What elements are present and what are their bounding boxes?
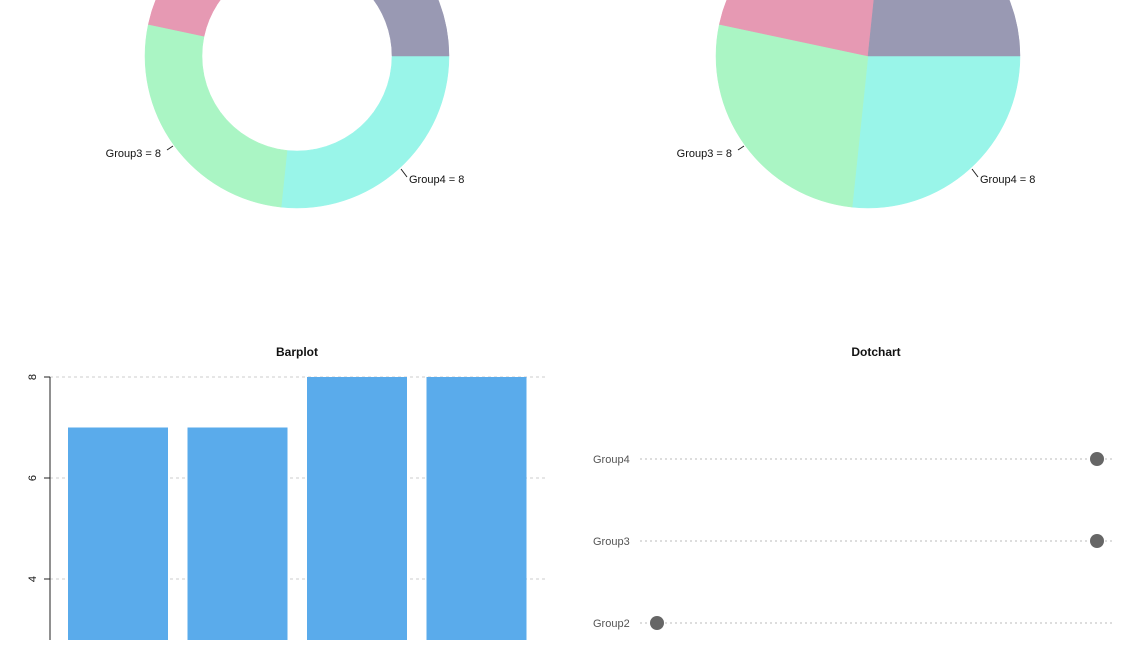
data-label-group4: Group4 = 8 bbox=[409, 174, 464, 186]
dot-label-group4: Group4 bbox=[593, 454, 630, 466]
dot-group4 bbox=[1090, 452, 1104, 466]
bar-group3 bbox=[307, 377, 407, 640]
bar-chart: Barplot 4 6 8 bbox=[27, 345, 545, 640]
slice-group2 bbox=[719, 0, 875, 57]
dot-label-group2: Group2 bbox=[593, 618, 630, 630]
label-line-group3 bbox=[166, 145, 174, 151]
dot-label-group3: Group3 bbox=[593, 536, 630, 548]
bar-group2 bbox=[187, 427, 288, 640]
data-label-group3: Group3 = 8 bbox=[677, 148, 732, 160]
data-label-group3: Group3 = 8 bbox=[106, 148, 161, 160]
slice-group4 bbox=[280, 55, 450, 209]
bar-group1 bbox=[68, 427, 168, 640]
dot-group3 bbox=[1090, 534, 1104, 548]
y-tick-label: 4 bbox=[27, 576, 39, 582]
slice-group2 bbox=[148, 0, 221, 37]
pie-chart-1: Group4 = 8 Group3 = 8 bbox=[106, 0, 464, 209]
dot-chart-title: Dotchart bbox=[851, 345, 900, 359]
slice-group3 bbox=[144, 24, 288, 208]
slice-group4 bbox=[851, 55, 1021, 209]
bar-chart-title: Barplot bbox=[276, 345, 318, 359]
slice-group3 bbox=[715, 24, 869, 208]
slice-group1 bbox=[867, 0, 1021, 57]
slice-group1 bbox=[373, 0, 450, 57]
pie-chart-2: Group4 = 8 Group3 = 8 bbox=[677, 0, 1035, 209]
data-label-group4: Group4 = 8 bbox=[980, 174, 1035, 186]
dot-chart: Dotchart Group4 Group3 Group2 bbox=[593, 345, 1115, 630]
bar-group4 bbox=[426, 377, 527, 640]
y-tick-label: 6 bbox=[27, 475, 39, 481]
y-tick-label: 8 bbox=[27, 374, 39, 380]
label-line-group4 bbox=[971, 168, 979, 178]
label-line-group4 bbox=[400, 168, 408, 178]
dot-group2 bbox=[650, 616, 664, 630]
label-line-group3 bbox=[737, 145, 745, 151]
